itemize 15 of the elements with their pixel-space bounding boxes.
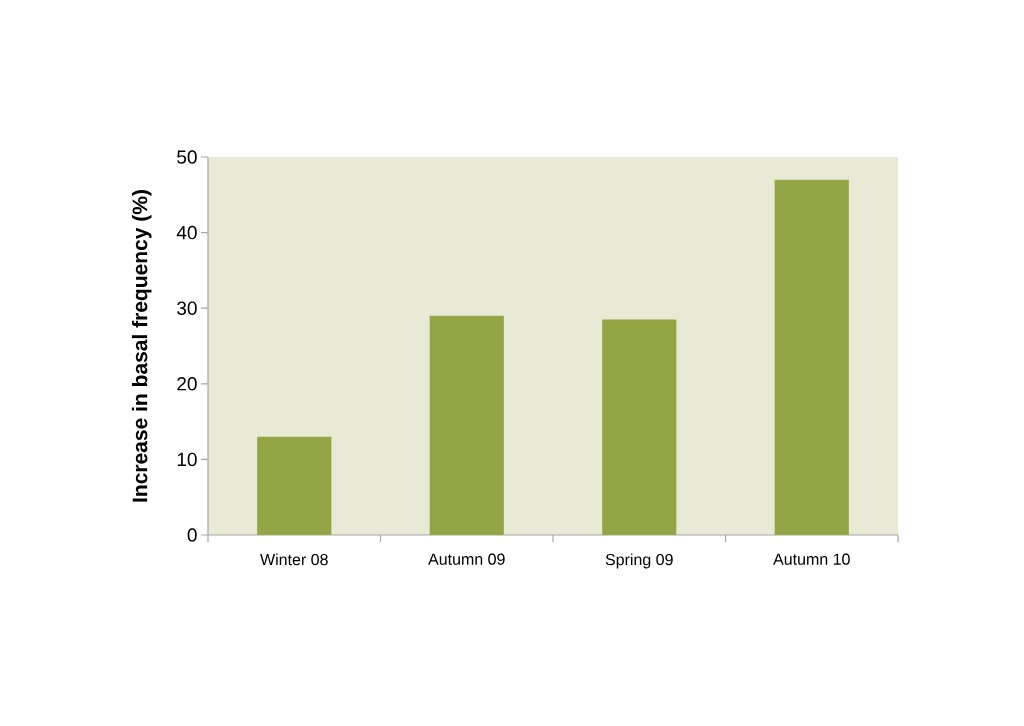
bar	[257, 436, 332, 535]
y-tick-label: 30	[177, 301, 197, 315]
x-tick-label: Spring 09	[605, 553, 673, 569]
bar	[774, 179, 849, 535]
x-tick-label: Autumn 10	[773, 553, 850, 565]
y-tick-label: 20	[177, 377, 197, 391]
y-axis-title: Increase in basal frequency (%)	[131, 190, 152, 502]
x-tick-label: Winter 08	[260, 553, 328, 566]
bar	[602, 319, 677, 535]
y-tick-label: 50	[177, 150, 197, 164]
bar	[429, 315, 504, 535]
y-tick-label: 0	[187, 528, 197, 542]
y-tick-label: 10	[177, 452, 197, 467]
y-tick-label: 40	[176, 225, 197, 240]
x-tick-label: Autumn 09	[428, 553, 505, 565]
